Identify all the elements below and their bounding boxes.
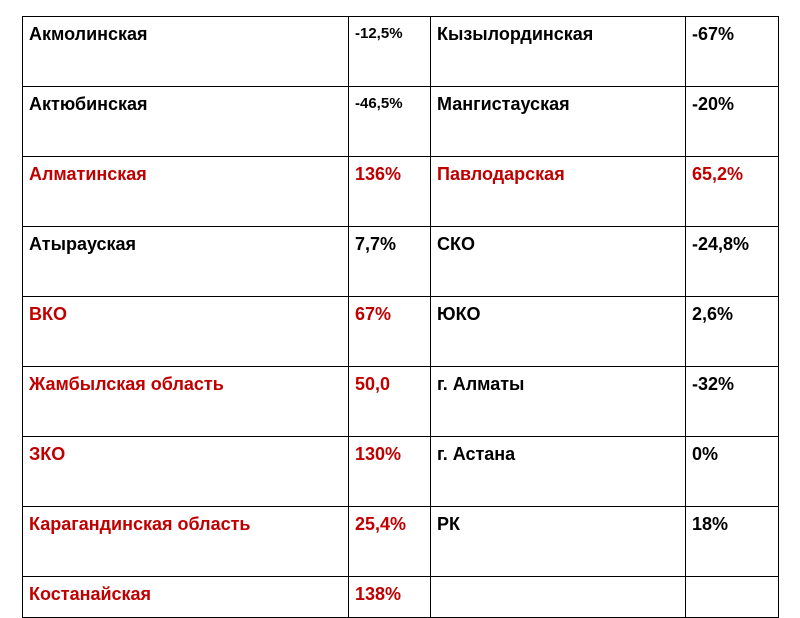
regions-table-body: Акмолинская -12,5% Кызылординская -67% А…: [22, 16, 779, 618]
regions-table: Акмолинская -12,5% Кызылординская -67% А…: [22, 16, 779, 618]
region-name: Алматинская: [22, 156, 349, 227]
region-name: Кызылординская: [430, 16, 686, 87]
empty-cell: [685, 576, 779, 618]
region-name: ЗКО: [22, 436, 349, 507]
region-value: 25,4%: [348, 506, 431, 577]
region-name: Жамбылская область: [22, 366, 349, 437]
region-name: Атырауская: [22, 226, 349, 297]
regions-sheet: Акмолинская -12,5% Кызылординская -67% А…: [22, 16, 779, 618]
region-value: 138%: [348, 576, 431, 618]
region-name: г. Астана: [430, 436, 686, 507]
region-value: -67%: [685, 16, 779, 87]
region-name: СКО: [430, 226, 686, 297]
region-name: Павлодарская: [430, 156, 686, 227]
region-value: 130%: [348, 436, 431, 507]
region-name: Костанайская: [22, 576, 349, 618]
region-name: РК: [430, 506, 686, 577]
region-value: -20%: [685, 86, 779, 157]
region-name: г. Алматы: [430, 366, 686, 437]
table-row: Жамбылская область 50,0 г. Алматы -32%: [22, 366, 779, 437]
table-row: ЗКО 130% г. Астана 0%: [22, 436, 779, 507]
region-value: 67%: [348, 296, 431, 367]
region-name: Актюбинская: [22, 86, 349, 157]
region-name: Акмолинская: [22, 16, 349, 87]
table-row: Алматинская 136% Павлодарская 65,2%: [22, 156, 779, 227]
region-value: -24,8%: [685, 226, 779, 297]
region-value: 136%: [348, 156, 431, 227]
region-name: Карагандинская область: [22, 506, 349, 577]
region-value: 18%: [685, 506, 779, 577]
region-value: 50,0: [348, 366, 431, 437]
region-value: 65,2%: [685, 156, 779, 227]
table-row: Атырауская 7,7% СКО -24,8%: [22, 226, 779, 297]
region-value: -46,5%: [348, 86, 431, 157]
table-row: Актюбинская -46,5% Мангистауская -20%: [22, 86, 779, 157]
region-value: -12,5%: [348, 16, 431, 87]
table-row: Акмолинская -12,5% Кызылординская -67%: [22, 16, 779, 87]
region-value: 7,7%: [348, 226, 431, 297]
table-row: ВКО 67% ЮКО 2,6%: [22, 296, 779, 367]
region-value: 2,6%: [685, 296, 779, 367]
region-name: ЮКО: [430, 296, 686, 367]
region-name: Мангистауская: [430, 86, 686, 157]
region-value: 0%: [685, 436, 779, 507]
empty-cell: [430, 576, 686, 618]
region-name: ВКО: [22, 296, 349, 367]
table-row: Костанайская 138%: [22, 576, 779, 618]
table-row: Карагандинская область 25,4% РК 18%: [22, 506, 779, 577]
region-value: -32%: [685, 366, 779, 437]
